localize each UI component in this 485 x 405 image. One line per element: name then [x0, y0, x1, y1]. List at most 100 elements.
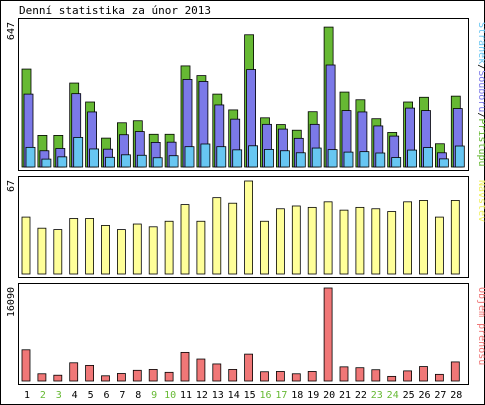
- bar-pages-day-18: [295, 152, 306, 168]
- x-axis-day-labels: 1 2 3 4 5 6 7 8 9 10 11 12 13 14 15 16 17 18 19 20 21 22 23 24 2…: [24, 390, 462, 401]
- bar-visits-day-14: [228, 202, 238, 275]
- bar-pages-day-13: [216, 146, 227, 168]
- bar-visits-day-2: [37, 227, 47, 275]
- bar-pages-day-17: [279, 150, 290, 168]
- middle-panel-max-label: 67: [6, 180, 17, 192]
- bottom-panel-frame: [18, 283, 469, 385]
- bar-pages-day-11: [184, 146, 195, 168]
- x-tick-label-day-19: 19: [307, 390, 319, 401]
- x-tick-label-day-11: 11: [180, 390, 192, 401]
- bar-kbytes-day-18: [291, 373, 301, 382]
- bar-kbytes-day-25: [403, 370, 413, 382]
- x-tick-label-day-10: 10: [164, 390, 176, 401]
- bar-visits-day-19: [307, 206, 317, 275]
- bar-kbytes-day-9: [148, 369, 158, 382]
- top-panel-frame: [18, 18, 469, 171]
- bar-pages-day-5: [89, 148, 99, 168]
- bar-visits-day-9: [148, 226, 158, 275]
- bar-pages-day-9: [152, 157, 163, 168]
- x-tick-label-day-25: 25: [403, 390, 415, 401]
- legend-pages: Stránek: [476, 22, 485, 64]
- bar-visits-day-7: [117, 229, 126, 275]
- chart-title: Denní statistika za únor 2013: [19, 4, 212, 17]
- bar-pages-day-8: [136, 154, 147, 168]
- bar-pages-day-20: [327, 149, 338, 168]
- bar-visits-day-26: [419, 200, 428, 275]
- x-tick-label-day-20: 20: [323, 390, 335, 401]
- bar-kbytes-day-21: [339, 366, 349, 382]
- bar-visits-day-17: [275, 208, 285, 275]
- bar-visits-day-23: [371, 208, 381, 275]
- x-tick-label-day-16: 16: [259, 390, 271, 401]
- bar-visits-day-27: [434, 216, 444, 275]
- bar-kbytes-day-4: [69, 362, 79, 382]
- x-tick-label-day-8: 8: [135, 390, 141, 401]
- bar-pages-day-1: [25, 146, 36, 168]
- bar-kbytes-day-10: [164, 371, 174, 382]
- x-tick-label-day-21: 21: [339, 390, 351, 401]
- bar-pages-day-26: [423, 147, 433, 168]
- bottom-panel-max-label: 16090: [6, 287, 17, 317]
- bar-pages-day-3: [57, 156, 68, 168]
- bar-kbytes-day-14: [228, 369, 238, 382]
- bar-pages-day-14: [232, 149, 243, 168]
- bar-kbytes-day-3: [53, 374, 63, 382]
- bar-pages-day-6: [105, 156, 115, 168]
- bar-visits-day-12: [196, 220, 206, 275]
- bar-pages-day-12: [200, 143, 211, 168]
- bar-visits-day-24: [387, 211, 397, 275]
- bar-visits-day-10: [164, 220, 174, 275]
- bar-visits-day-6: [101, 225, 110, 275]
- x-tick-label-day-1: 1: [24, 390, 30, 401]
- x-tick-label-day-3: 3: [56, 390, 62, 401]
- bar-kbytes-day-12: [196, 358, 206, 382]
- bar-kbytes-day-16: [260, 371, 269, 382]
- bar-pages-day-10: [168, 155, 179, 168]
- bar-pages-day-15: [248, 145, 259, 168]
- bar-visits-day-1: [21, 216, 31, 275]
- bar-visits-day-16: [260, 220, 269, 275]
- bar-kbytes-day-8: [132, 369, 142, 382]
- bar-kbytes-day-7: [117, 373, 126, 382]
- middle-panel-bars: [21, 180, 460, 275]
- bottom-panel-legend: Objem přenosu: [476, 287, 485, 365]
- bar-pages-day-25: [407, 149, 418, 168]
- x-tick-label-day-27: 27: [434, 390, 446, 401]
- x-tick-label-day-9: 9: [151, 390, 157, 401]
- x-tick-label-day-13: 13: [212, 390, 224, 401]
- x-tick-label-day-4: 4: [72, 390, 78, 401]
- x-tick-label-day-18: 18: [291, 390, 303, 401]
- bar-kbytes-day-27: [434, 373, 444, 382]
- x-tick-label-day-28: 28: [450, 390, 462, 401]
- bar-kbytes-day-26: [419, 366, 428, 382]
- bar-visits-day-5: [85, 218, 94, 275]
- bar-pages-day-2: [41, 158, 52, 168]
- bar-visits-day-20: [323, 201, 333, 275]
- bar-kbytes-day-1: [21, 349, 31, 382]
- legend-sep-2: /: [476, 112, 485, 118]
- bottom-panel-bars: [21, 287, 460, 382]
- bar-visits-day-22: [355, 206, 365, 275]
- bar-visits-day-4: [69, 218, 79, 275]
- bar-visits-day-8: [132, 223, 142, 275]
- bar-pages-day-19: [311, 147, 322, 168]
- x-tick-label-day-12: 12: [196, 390, 208, 401]
- legend-hits: Přístupů: [476, 118, 485, 166]
- bar-pages-day-4: [73, 137, 84, 168]
- bar-pages-day-7: [121, 154, 131, 168]
- top-panel-bars: [21, 26, 465, 168]
- x-tick-label-day-5: 5: [88, 390, 94, 401]
- x-tick-label-day-23: 23: [371, 390, 383, 401]
- bar-kbytes-day-13: [212, 363, 222, 382]
- bar-kbytes-day-6: [101, 375, 110, 382]
- bar-kbytes-day-28: [450, 361, 460, 382]
- bar-visits-day-25: [403, 201, 413, 275]
- bar-kbytes-day-17: [275, 371, 285, 382]
- bar-visits-day-18: [291, 205, 301, 275]
- bar-kbytes-day-11: [180, 351, 190, 382]
- middle-panel-legend: Návštěv: [476, 180, 485, 222]
- top-panel-max-label: 647: [6, 22, 17, 40]
- legend-sep-1: /: [476, 64, 485, 70]
- bar-kbytes-day-2: [37, 373, 47, 382]
